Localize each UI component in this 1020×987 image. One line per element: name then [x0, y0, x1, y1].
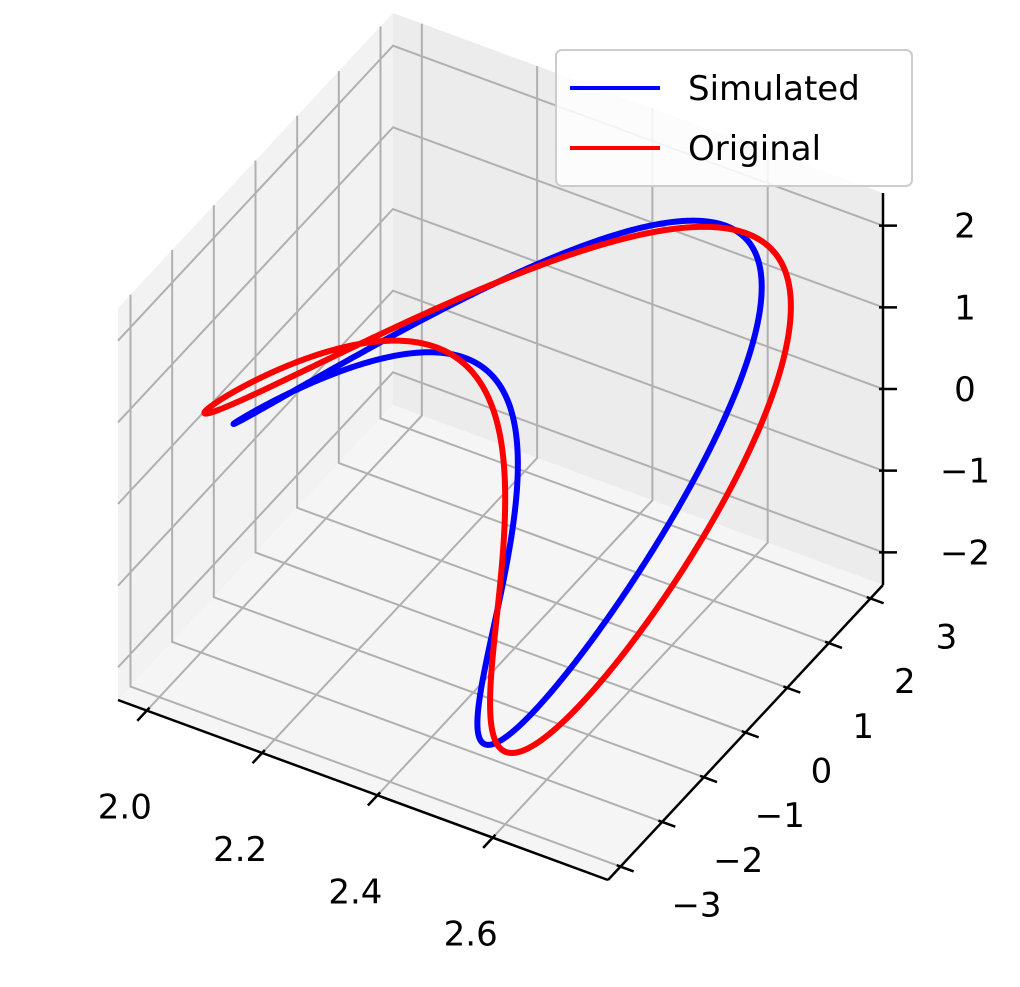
z-tick-label-2: 0: [954, 370, 976, 410]
z-tick-label-4: 2: [954, 207, 976, 247]
grid-line-x-0: [146, 23, 423, 712]
y-tick-label-3: 0: [811, 752, 833, 792]
y-tick-label-0: −3: [671, 886, 721, 926]
x-tick-label-1: 2.2: [213, 830, 267, 870]
grid-line-x-3: [491, 150, 769, 839]
y-tick-label-1: −2: [713, 841, 763, 881]
z-tick-label-0: −2: [940, 533, 990, 573]
y-tick-label-6: 3: [936, 617, 958, 657]
grid-line-z-3: [117, 126, 884, 424]
x-tick-label-2: 2.4: [328, 872, 382, 912]
x-axis-line: [117, 698, 609, 882]
x-tick-2: [366, 791, 382, 807]
y-tick-2: [699, 774, 718, 784]
y-tick-4: [782, 685, 801, 694]
grid-line-x-2: [376, 108, 654, 796]
grid-line-y-2: [212, 205, 705, 779]
legend-label-simulated: Simulated: [688, 69, 860, 109]
grid-line-z-0: [117, 371, 884, 669]
grid-line-y-3: [254, 160, 746, 734]
y-tick-label-2: −1: [755, 796, 805, 836]
legend: Simulated Original: [555, 49, 913, 187]
grid-line-y-1: [171, 249, 663, 823]
x-tick-1: [251, 749, 266, 765]
series-lines: [201, 217, 794, 756]
y-tick-0: [616, 864, 635, 873]
y-tick-3: [741, 729, 760, 739]
tick-marks: [136, 224, 897, 873]
grid-line-y-0: [129, 294, 621, 868]
legend-label-original: Original: [688, 129, 821, 169]
series-line-simulated: [230, 217, 765, 748]
x-tick-3: [482, 833, 497, 849]
grid-line-y-6: [379, 26, 871, 600]
x-tick-label-3: 2.6: [444, 915, 498, 955]
y-tick-1: [657, 819, 676, 828]
x-tick-0: [136, 706, 151, 722]
grid-line-y-5: [337, 71, 830, 645]
grid-line-y-4: [296, 115, 788, 689]
grid-line-x-1: [261, 65, 539, 754]
z-tick-label-3: 1: [954, 288, 976, 328]
y-tick-label-5: 2: [894, 662, 916, 702]
y-tick-5: [824, 640, 843, 650]
y-tick-6: [866, 595, 885, 605]
x-tick-label-0: 2.0: [98, 788, 152, 828]
y-tick-label-4: 1: [852, 707, 874, 747]
legend-box: [555, 49, 913, 187]
series-line-original: [201, 223, 794, 756]
z-tick-label-1: −1: [940, 452, 990, 492]
grid-line-z-1: [117, 289, 884, 587]
